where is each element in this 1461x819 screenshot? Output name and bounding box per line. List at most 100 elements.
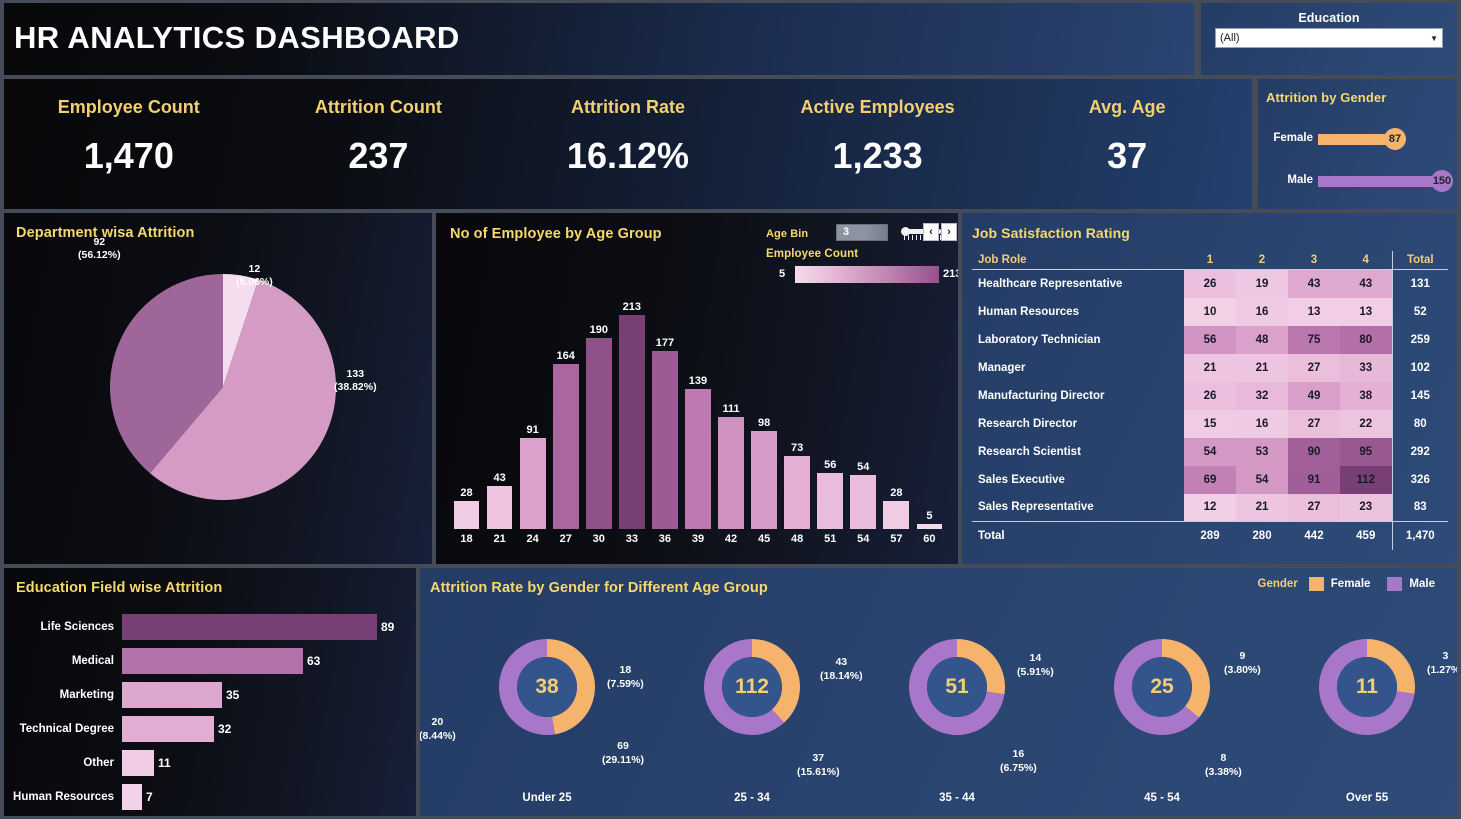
colorbar-max: 213 xyxy=(943,268,958,280)
age-bar-rect[interactable] xyxy=(585,338,612,529)
age-bin-prev-button[interactable]: ‹ xyxy=(923,223,939,241)
donut-arc-male[interactable] xyxy=(1114,639,1199,735)
education-field-bar[interactable] xyxy=(122,682,222,708)
education-field-bar[interactable] xyxy=(122,716,214,742)
donut-center-circle xyxy=(722,657,782,717)
education-filter-label: Education xyxy=(1298,11,1360,25)
table-row[interactable]: Manufacturing Director 26 32 49 38 145 xyxy=(972,381,1448,410)
table-row[interactable]: Human Resources 10 16 13 13 52 xyxy=(972,297,1448,326)
education-field-row[interactable]: Human Resources 7 xyxy=(4,780,416,814)
donut-chart-under-25[interactable]: 38 18 (7.59%) 20 (8.44%) Under 25 xyxy=(420,630,647,816)
table-cell-total: 131 xyxy=(1391,269,1448,298)
department-pie-chart[interactable] xyxy=(109,273,337,501)
donut-center-value: 25 xyxy=(1150,675,1174,698)
donut-label-male: 69 (29.11%) xyxy=(602,740,645,766)
age-bar-column[interactable]: 73 xyxy=(781,291,814,529)
table-cell-value: 19 xyxy=(1236,269,1288,298)
age-bar-rect[interactable] xyxy=(685,389,711,529)
education-field-bar[interactable] xyxy=(122,614,377,640)
table-body: Healthcare Representative 26 19 43 43 131 Huma… xyxy=(972,269,1448,550)
table-cell-value: 26 xyxy=(1184,269,1236,298)
donut-arc-female[interactable] xyxy=(547,639,596,735)
age-bar-rect[interactable] xyxy=(916,524,943,529)
table-row[interactable]: Manager 21 21 27 33 102 xyxy=(972,353,1448,382)
age-bar-rect[interactable] xyxy=(652,351,678,529)
age-bar-rect[interactable] xyxy=(453,501,480,529)
pie-slice-hr[interactable] xyxy=(223,274,259,387)
kpi-card-active-employees: Active Employees 1,233 xyxy=(753,79,1003,209)
education-field-row[interactable]: Life Sciences 89 xyxy=(4,610,416,644)
table-row[interactable]: Research Director 15 16 27 22 80 xyxy=(972,409,1448,438)
age-bar-column[interactable]: 43 xyxy=(483,291,516,529)
education-field-bar[interactable] xyxy=(122,648,303,674)
age-bin-value-box[interactable]: 3 xyxy=(836,224,888,241)
pie-slice-sales[interactable] xyxy=(109,274,223,474)
age-bar-rect[interactable] xyxy=(718,417,744,529)
age-bar-column[interactable]: 91 xyxy=(516,291,549,529)
age-bar-rect[interactable] xyxy=(519,438,546,529)
age-bin-next-button[interactable]: › xyxy=(941,223,957,241)
donut-label-male: 16 (6.75%) xyxy=(1000,748,1037,774)
age-bar-rect[interactable] xyxy=(618,315,645,529)
table-column-header: Total xyxy=(1391,251,1448,270)
donut-arc-female[interactable] xyxy=(1367,639,1415,694)
table-row[interactable]: Research Scientist 54 53 90 95 292 xyxy=(972,437,1448,466)
age-bar-column[interactable]: 28 xyxy=(450,291,483,529)
gender-bar-male[interactable]: Male 150 xyxy=(1287,170,1453,192)
age-bar-chart[interactable]: 28 43 91 164 190 213 177 139 111 98 73 56 54 28 5 xyxy=(450,291,946,529)
table-cell-role: Human Resources xyxy=(978,305,1079,318)
age-bar-column[interactable]: 164 xyxy=(549,291,582,529)
education-field-bars[interactable]: Life Sciences 89 Medical 63 Marketing 35 Techn… xyxy=(4,610,416,814)
education-field-bar[interactable] xyxy=(122,784,142,810)
age-bar-rect[interactable] xyxy=(817,473,844,529)
age-bar-column[interactable]: 56 xyxy=(814,291,847,529)
age-bar-rect[interactable] xyxy=(751,431,777,529)
table-cell-value: 80 xyxy=(1340,325,1392,354)
donut-chart-35-44[interactable]: 51 14 (5.91%) 37 (15.61%) 35 - 44 xyxy=(797,630,1057,816)
education-field-row[interactable]: Other 11 xyxy=(4,746,416,780)
donut-arc-male[interactable] xyxy=(499,639,555,735)
age-bar-column[interactable]: 5 xyxy=(913,291,946,529)
table-row[interactable]: Sales Representative 12 21 27 23 83 xyxy=(972,493,1448,522)
education-field-row[interactable]: Technical Degree 32 xyxy=(4,712,416,746)
donut-arc-female[interactable] xyxy=(752,639,800,723)
age-bar-column[interactable]: 54 xyxy=(847,291,880,529)
slider-handle[interactable] xyxy=(901,227,910,236)
donut-chart-25-34[interactable]: 112 43 (18.14%) 69 (29.11%) 25 - 34 xyxy=(602,630,863,816)
age-bar-rect[interactable] xyxy=(486,486,513,529)
education-filter-select[interactable]: (All) ▼ xyxy=(1215,28,1443,48)
age-bar-column[interactable]: 28 xyxy=(880,291,913,529)
donut-arc-male[interactable] xyxy=(704,639,784,735)
donut-chart-45-54[interactable]: 25 9 (3.80%) 16 (6.75%) 45 - 54 xyxy=(1000,630,1262,816)
age-bar-column[interactable]: 139 xyxy=(681,291,714,529)
age-bar-column[interactable]: 177 xyxy=(648,291,681,529)
age-bar-rect[interactable] xyxy=(784,456,811,529)
table-row[interactable]: Sales Executive 69 54 91 112 326 xyxy=(972,465,1448,494)
donut-arc-male[interactable] xyxy=(1319,639,1415,735)
gender-legend-swatch-female xyxy=(1308,577,1324,591)
donut-chart-over-55[interactable]: 11 3(1.27%) 8(3.38%) Over 55 xyxy=(1205,630,1457,816)
age-bar-column[interactable]: 213 xyxy=(615,291,648,529)
gender-bar-value: 150 xyxy=(1431,170,1453,192)
age-bar-column[interactable]: 111 xyxy=(715,291,748,529)
donut-arc-female[interactable] xyxy=(957,639,1005,695)
age-bar-rect[interactable] xyxy=(552,364,579,529)
table-row[interactable]: Healthcare Representative 26 19 43 43 131 xyxy=(972,269,1448,298)
table-cell-value: 22 xyxy=(1340,409,1392,438)
table-row[interactable]: Laboratory Technician 56 48 75 80 259 xyxy=(972,325,1448,354)
donut-arc-female[interactable] xyxy=(1162,639,1210,718)
donut-arc-male[interactable] xyxy=(909,639,1005,735)
education-field-bar[interactable] xyxy=(122,750,154,776)
age-tick-label: 18 xyxy=(460,533,473,545)
age-bar-rect[interactable] xyxy=(850,475,877,529)
gender-bar-female[interactable]: Female 87 xyxy=(1273,128,1406,150)
kpi-label: Attrition Count xyxy=(314,97,442,117)
pie-slice-randd[interactable] xyxy=(149,279,336,500)
gender-legend-title: Gender xyxy=(1257,578,1298,590)
age-bar-column[interactable]: 190 xyxy=(582,291,615,529)
table-cell-role: Manufacturing Director xyxy=(978,389,1105,402)
education-field-row[interactable]: Medical 63 xyxy=(4,644,416,678)
education-field-row[interactable]: Marketing 35 xyxy=(4,678,416,712)
age-bar-rect[interactable] xyxy=(883,501,910,529)
age-bar-column[interactable]: 98 xyxy=(748,291,781,529)
